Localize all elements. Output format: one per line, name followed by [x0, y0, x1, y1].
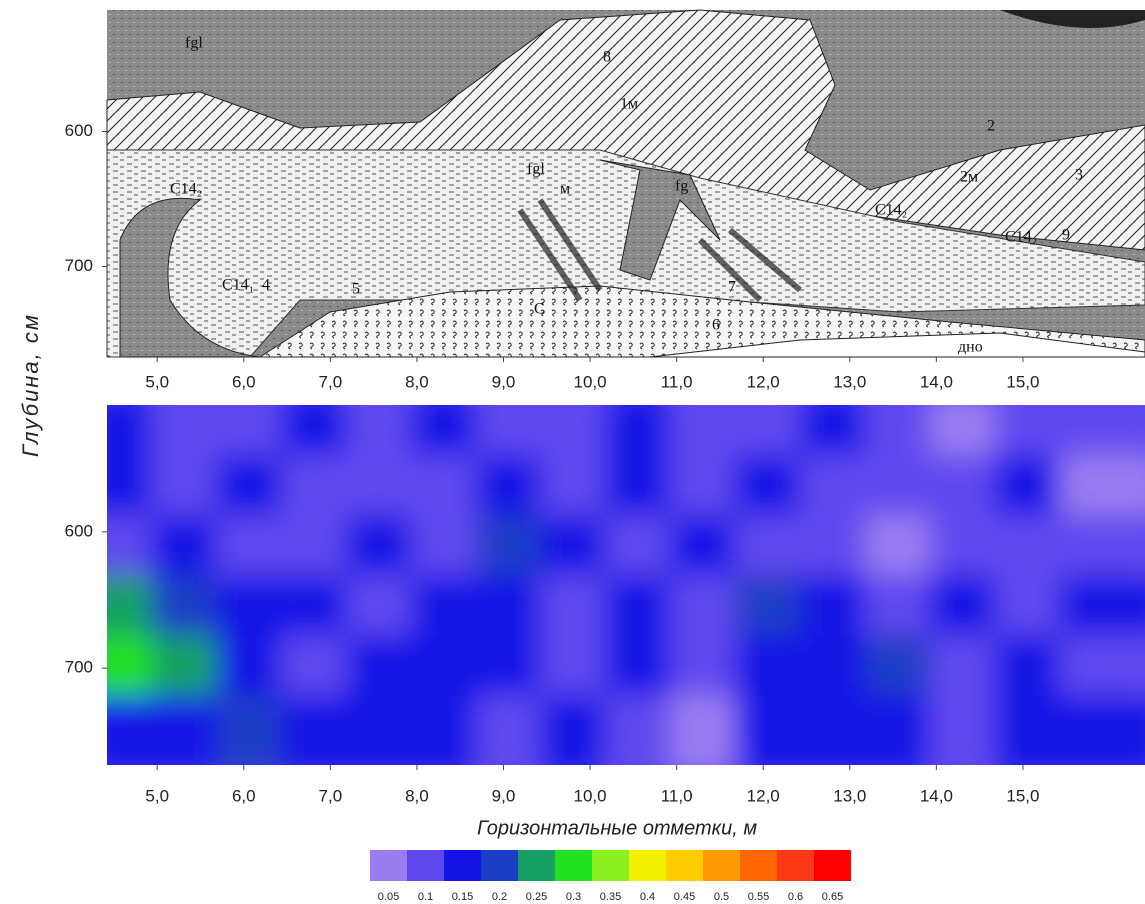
- colorbar-label: 0.45: [674, 891, 695, 903]
- x-tick-label: 12,0: [747, 786, 780, 805]
- geo-label: С14₂: [1005, 229, 1037, 246]
- geo-label: fgl: [185, 35, 203, 52]
- geo-label: 4: [262, 277, 270, 294]
- x-tick-label: 10,0: [574, 372, 607, 391]
- dark-area: [1000, 10, 1145, 28]
- geo-label: 3: [1075, 167, 1083, 184]
- colorbar-swatch: [444, 850, 481, 881]
- geo-label: 8: [603, 49, 611, 66]
- lenses: [517, 198, 802, 303]
- contour-cell: [1059, 695, 1145, 765]
- geo-label: 1м: [620, 96, 638, 113]
- x-tick-label: 12,0: [747, 372, 780, 391]
- y-tick-label: 700: [65, 256, 93, 275]
- x-axis-title: Горизонтальные отметки, м: [477, 817, 757, 839]
- geo-label: fgl: [527, 161, 545, 178]
- colorbar-swatch: [814, 850, 851, 881]
- x-tick-label: 13,0: [833, 372, 866, 391]
- geo-label: С14₂: [170, 181, 202, 198]
- colorbar-swatch: [592, 850, 629, 881]
- colorbar-label: 0.3: [566, 891, 581, 903]
- colorbar-swatch: [407, 850, 444, 881]
- geo-label: 2м: [960, 169, 978, 186]
- x-tick-label: 8,0: [405, 372, 429, 391]
- colorbar-swatch: [666, 850, 703, 881]
- geo-label: С14₁: [222, 277, 254, 294]
- geo-label: С: [534, 301, 545, 318]
- colorbar-label: 0.6: [788, 891, 803, 903]
- x-tick-label: 14,0: [920, 372, 953, 391]
- geo-label: 5: [352, 281, 360, 298]
- x-tick-label: 14,0: [920, 786, 953, 805]
- x-tick-label: 5,0: [145, 786, 169, 805]
- colorbar-label: 0.15: [452, 891, 473, 903]
- colorbar-label: 0.65: [822, 891, 843, 903]
- x-tick-label: 6,0: [232, 786, 256, 805]
- x-tick-label: 7,0: [319, 372, 343, 391]
- geo-label: 7: [728, 279, 736, 296]
- colorbar-swatch: [777, 850, 814, 881]
- x-tick-label: 15,0: [1006, 786, 1039, 805]
- colorbar-label: 0.4: [640, 891, 655, 903]
- colorbar: 0.05 0.1 0.15 0.2 0.25 0.3 0.35 0.4 0.45 0.5 0.55 0…: [370, 850, 851, 903]
- x-tick-label: 10,0: [574, 786, 607, 805]
- geo-label: 6: [712, 317, 720, 334]
- x-tick-label: 11,0: [661, 786, 693, 805]
- geo-label: 2: [987, 118, 995, 135]
- x-tick-label: 13,0: [833, 786, 866, 805]
- geo-label: дно: [958, 339, 983, 356]
- colorbar-swatch: [518, 850, 555, 881]
- contour-fill: [107, 405, 1145, 765]
- colorbar-swatch: [370, 850, 407, 881]
- y-axis-title: Глубина, см: [18, 313, 43, 457]
- intrusion: [599, 159, 721, 281]
- x-tick-label: 5,0: [145, 372, 169, 391]
- colorbar-label: 0.2: [492, 891, 507, 903]
- y-tick-label: 700: [65, 658, 93, 677]
- geo-label: С14₂: [875, 202, 907, 219]
- geo-label: fg: [675, 178, 688, 195]
- x-tick-label: 9,0: [492, 372, 516, 391]
- contour-map: [107, 405, 1145, 765]
- bottom: [649, 332, 1145, 358]
- colorbar-swatch: [629, 850, 666, 881]
- colorbar-label: 0.1: [418, 891, 433, 903]
- colorbar-label: 0.25: [526, 891, 547, 903]
- x-tick-label: 6,0: [232, 372, 256, 391]
- colorbar-swatch: [481, 850, 518, 881]
- left-pocket: [119, 197, 261, 358]
- colorbar-label: 0.35: [600, 891, 621, 903]
- x-tick-label: 7,0: [319, 786, 343, 805]
- colorbar-swatch: [555, 850, 592, 881]
- y-tick-label: 600: [65, 521, 93, 540]
- colorbar-label: 0.5: [714, 891, 729, 903]
- geology-section: fgl 8 1м 2 2м 3 С14₂ fgl м fg С14₂ С14₂ …: [106, 9, 1145, 358]
- x-tick-label: 11,0: [661, 372, 693, 391]
- x-tick-label: 8,0: [405, 786, 429, 805]
- colorbar-swatch: [703, 850, 740, 881]
- colorbar-label: 0.55: [748, 891, 769, 903]
- x-tick-label: 9,0: [492, 786, 516, 805]
- colorbar-label: 0.05: [378, 891, 399, 903]
- colorbar-swatch: [740, 850, 777, 881]
- geo-label: 9: [1062, 227, 1070, 244]
- y-tick-label: 600: [65, 121, 93, 140]
- x-tick-label: 15,0: [1006, 372, 1039, 391]
- geo-label: м: [560, 181, 570, 198]
